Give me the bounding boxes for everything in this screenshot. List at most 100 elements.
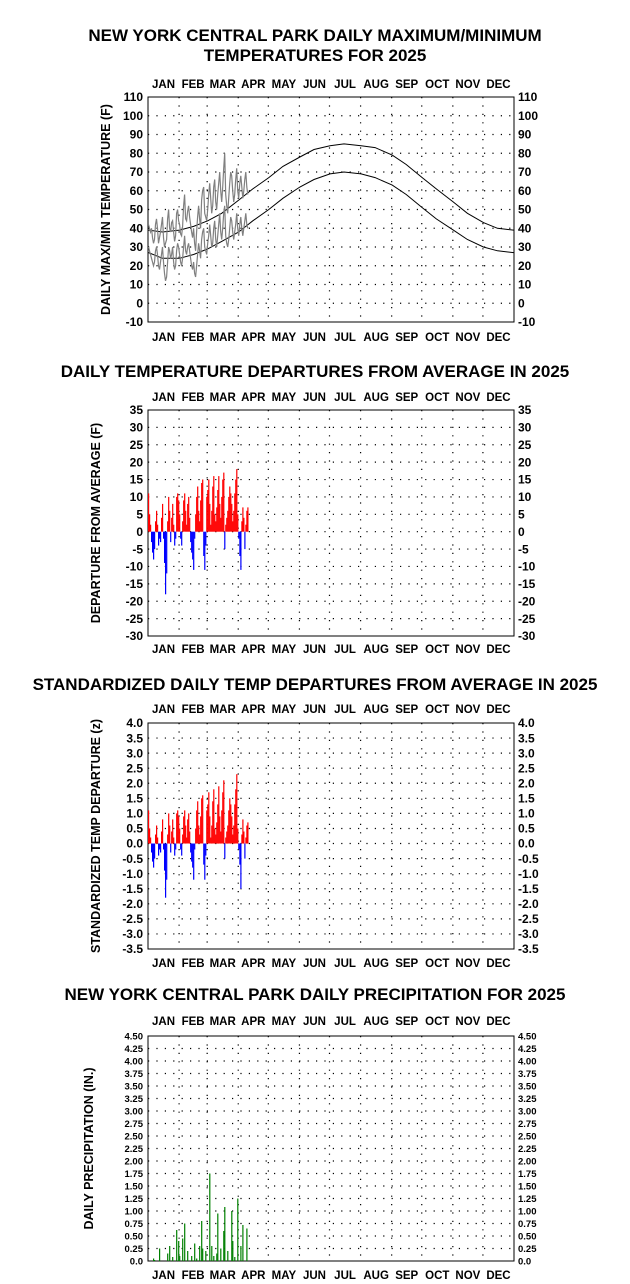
departure-bar <box>161 517 163 532</box>
chart1-ytick-right: 50 <box>518 203 532 217</box>
chart4-ytick-right: 4.50 <box>518 1031 537 1042</box>
chart1-ytick-right: 100 <box>518 109 538 123</box>
chart1-ytick-right: 70 <box>518 165 532 179</box>
departure-bar <box>161 831 163 844</box>
chart2-ytick-left: 15 <box>130 473 144 487</box>
chart3-month-bottom: JUL <box>334 958 356 970</box>
departure-bar <box>176 496 178 532</box>
chart3-month-top: AUG <box>363 704 389 716</box>
chart4-month-bottom: JUN <box>303 1270 326 1282</box>
precip-bar <box>187 1251 189 1261</box>
departure-bar <box>180 843 182 850</box>
departure-bar <box>174 531 176 546</box>
chart1-month-bottom: AUG <box>363 332 389 344</box>
chart4-month-top: SEP <box>395 1016 418 1028</box>
chart1-ytick-left: 80 <box>130 146 144 160</box>
departure-bar <box>215 834 217 844</box>
chart2-ytick-left: -5 <box>132 542 143 556</box>
chart3-month-bottom: JAN <box>152 958 175 970</box>
chart2-month-top: NOV <box>455 392 480 404</box>
precip-bar <box>154 1260 156 1261</box>
departure-bar <box>238 531 240 539</box>
departure-bar <box>221 496 223 532</box>
chart3-month-bottom: NOV <box>455 958 480 970</box>
departure-bar <box>170 843 172 853</box>
chart4-ytick-right: 3.50 <box>518 1081 537 1092</box>
chart2-ytick-left: 35 <box>130 403 144 417</box>
departure-bar <box>183 500 185 532</box>
departure-bar <box>238 843 240 850</box>
departure-bar <box>240 843 242 889</box>
chart3-month-top: SEP <box>395 704 418 716</box>
chart3-ytick-right: 1.5 <box>518 792 535 806</box>
departure-bar <box>152 531 154 553</box>
departure-bar <box>166 531 168 574</box>
departure-bar <box>186 837 188 844</box>
departure-bar <box>150 524 152 532</box>
chart3-month-bottom: MAY <box>272 958 297 970</box>
departure-bar <box>178 816 180 844</box>
departure-bar <box>185 825 187 844</box>
departure-bar <box>206 810 208 844</box>
chart3-ytick-right: -2.0 <box>518 897 539 911</box>
chart4-ytick-right: 2.00 <box>518 1156 537 1167</box>
chart4-ytick-left: 0.75 <box>125 1219 144 1230</box>
departure-bar <box>160 531 162 543</box>
precip-bar <box>194 1243 196 1261</box>
chart3-ytick-left: -1.0 <box>122 867 143 881</box>
chart2-ytick-right: -15 <box>518 577 536 591</box>
chart4-ytick-right: 0.75 <box>518 1219 537 1230</box>
departure-bar <box>171 831 173 844</box>
chart4-ytick-left: 0.25 <box>125 1244 144 1255</box>
departure-bar <box>200 500 202 532</box>
chart1-month-top: DEC <box>486 79 510 91</box>
chart3-ytick-left: -2.0 <box>122 897 143 911</box>
chart3-month-top: DEC <box>486 704 510 716</box>
chart3-ytick-left: 1.5 <box>126 792 143 806</box>
chart4-ytick-left: 2.75 <box>125 1119 144 1130</box>
chart4-month-bottom: MAR <box>210 1270 237 1282</box>
departure-bar <box>156 510 158 532</box>
chart2-month-bottom: AUG <box>363 644 389 656</box>
departure-bar <box>224 531 226 550</box>
chart4-ytick-right: 4.25 <box>518 1044 537 1055</box>
departure-bar <box>236 774 238 844</box>
precip-bar <box>211 1246 213 1261</box>
departure-bar <box>167 834 169 844</box>
departure-bar <box>163 531 165 539</box>
departure-bar <box>229 486 231 532</box>
departure-bar <box>150 837 152 844</box>
chart2-ytick-left: -10 <box>126 560 144 574</box>
chart1-ytick-left: 0 <box>136 296 143 310</box>
chart3-month-top: MAR <box>210 704 237 716</box>
departure-bar <box>194 843 196 850</box>
chart4-ytick-left: 2.50 <box>125 1131 144 1142</box>
chart2-month-bottom: JUN <box>303 644 326 656</box>
precip-bar <box>240 1246 242 1261</box>
precip-bar <box>172 1257 174 1261</box>
departure-bar <box>162 503 164 532</box>
departure-bar <box>230 804 232 844</box>
chart3-ytick-right: -1.5 <box>518 882 539 896</box>
departure-bar <box>157 524 159 532</box>
chart2-ytick-right: 5 <box>518 508 525 522</box>
departure-bar <box>202 479 204 532</box>
departure-bar <box>233 510 235 532</box>
departure-bar <box>190 843 192 853</box>
departure-bar <box>148 810 150 844</box>
departure-bar <box>149 828 151 844</box>
chart3-ytick-left: -1.5 <box>122 882 143 896</box>
precip-bar <box>205 1251 207 1261</box>
chart2-ytick-right: -20 <box>518 594 536 608</box>
departure-bar <box>203 843 205 865</box>
chart2-month-top: AUG <box>363 392 389 404</box>
departure-bar <box>165 531 167 595</box>
chart4-month-top: JUL <box>334 1016 356 1028</box>
precip-bar <box>227 1251 229 1261</box>
chart4-ytick-right: 1.75 <box>518 1169 537 1180</box>
departure-bar <box>178 500 180 532</box>
chart1-month-top: AUG <box>363 79 389 91</box>
departure-bar <box>179 514 181 532</box>
chart3-ytick-left: 1.0 <box>126 807 143 821</box>
